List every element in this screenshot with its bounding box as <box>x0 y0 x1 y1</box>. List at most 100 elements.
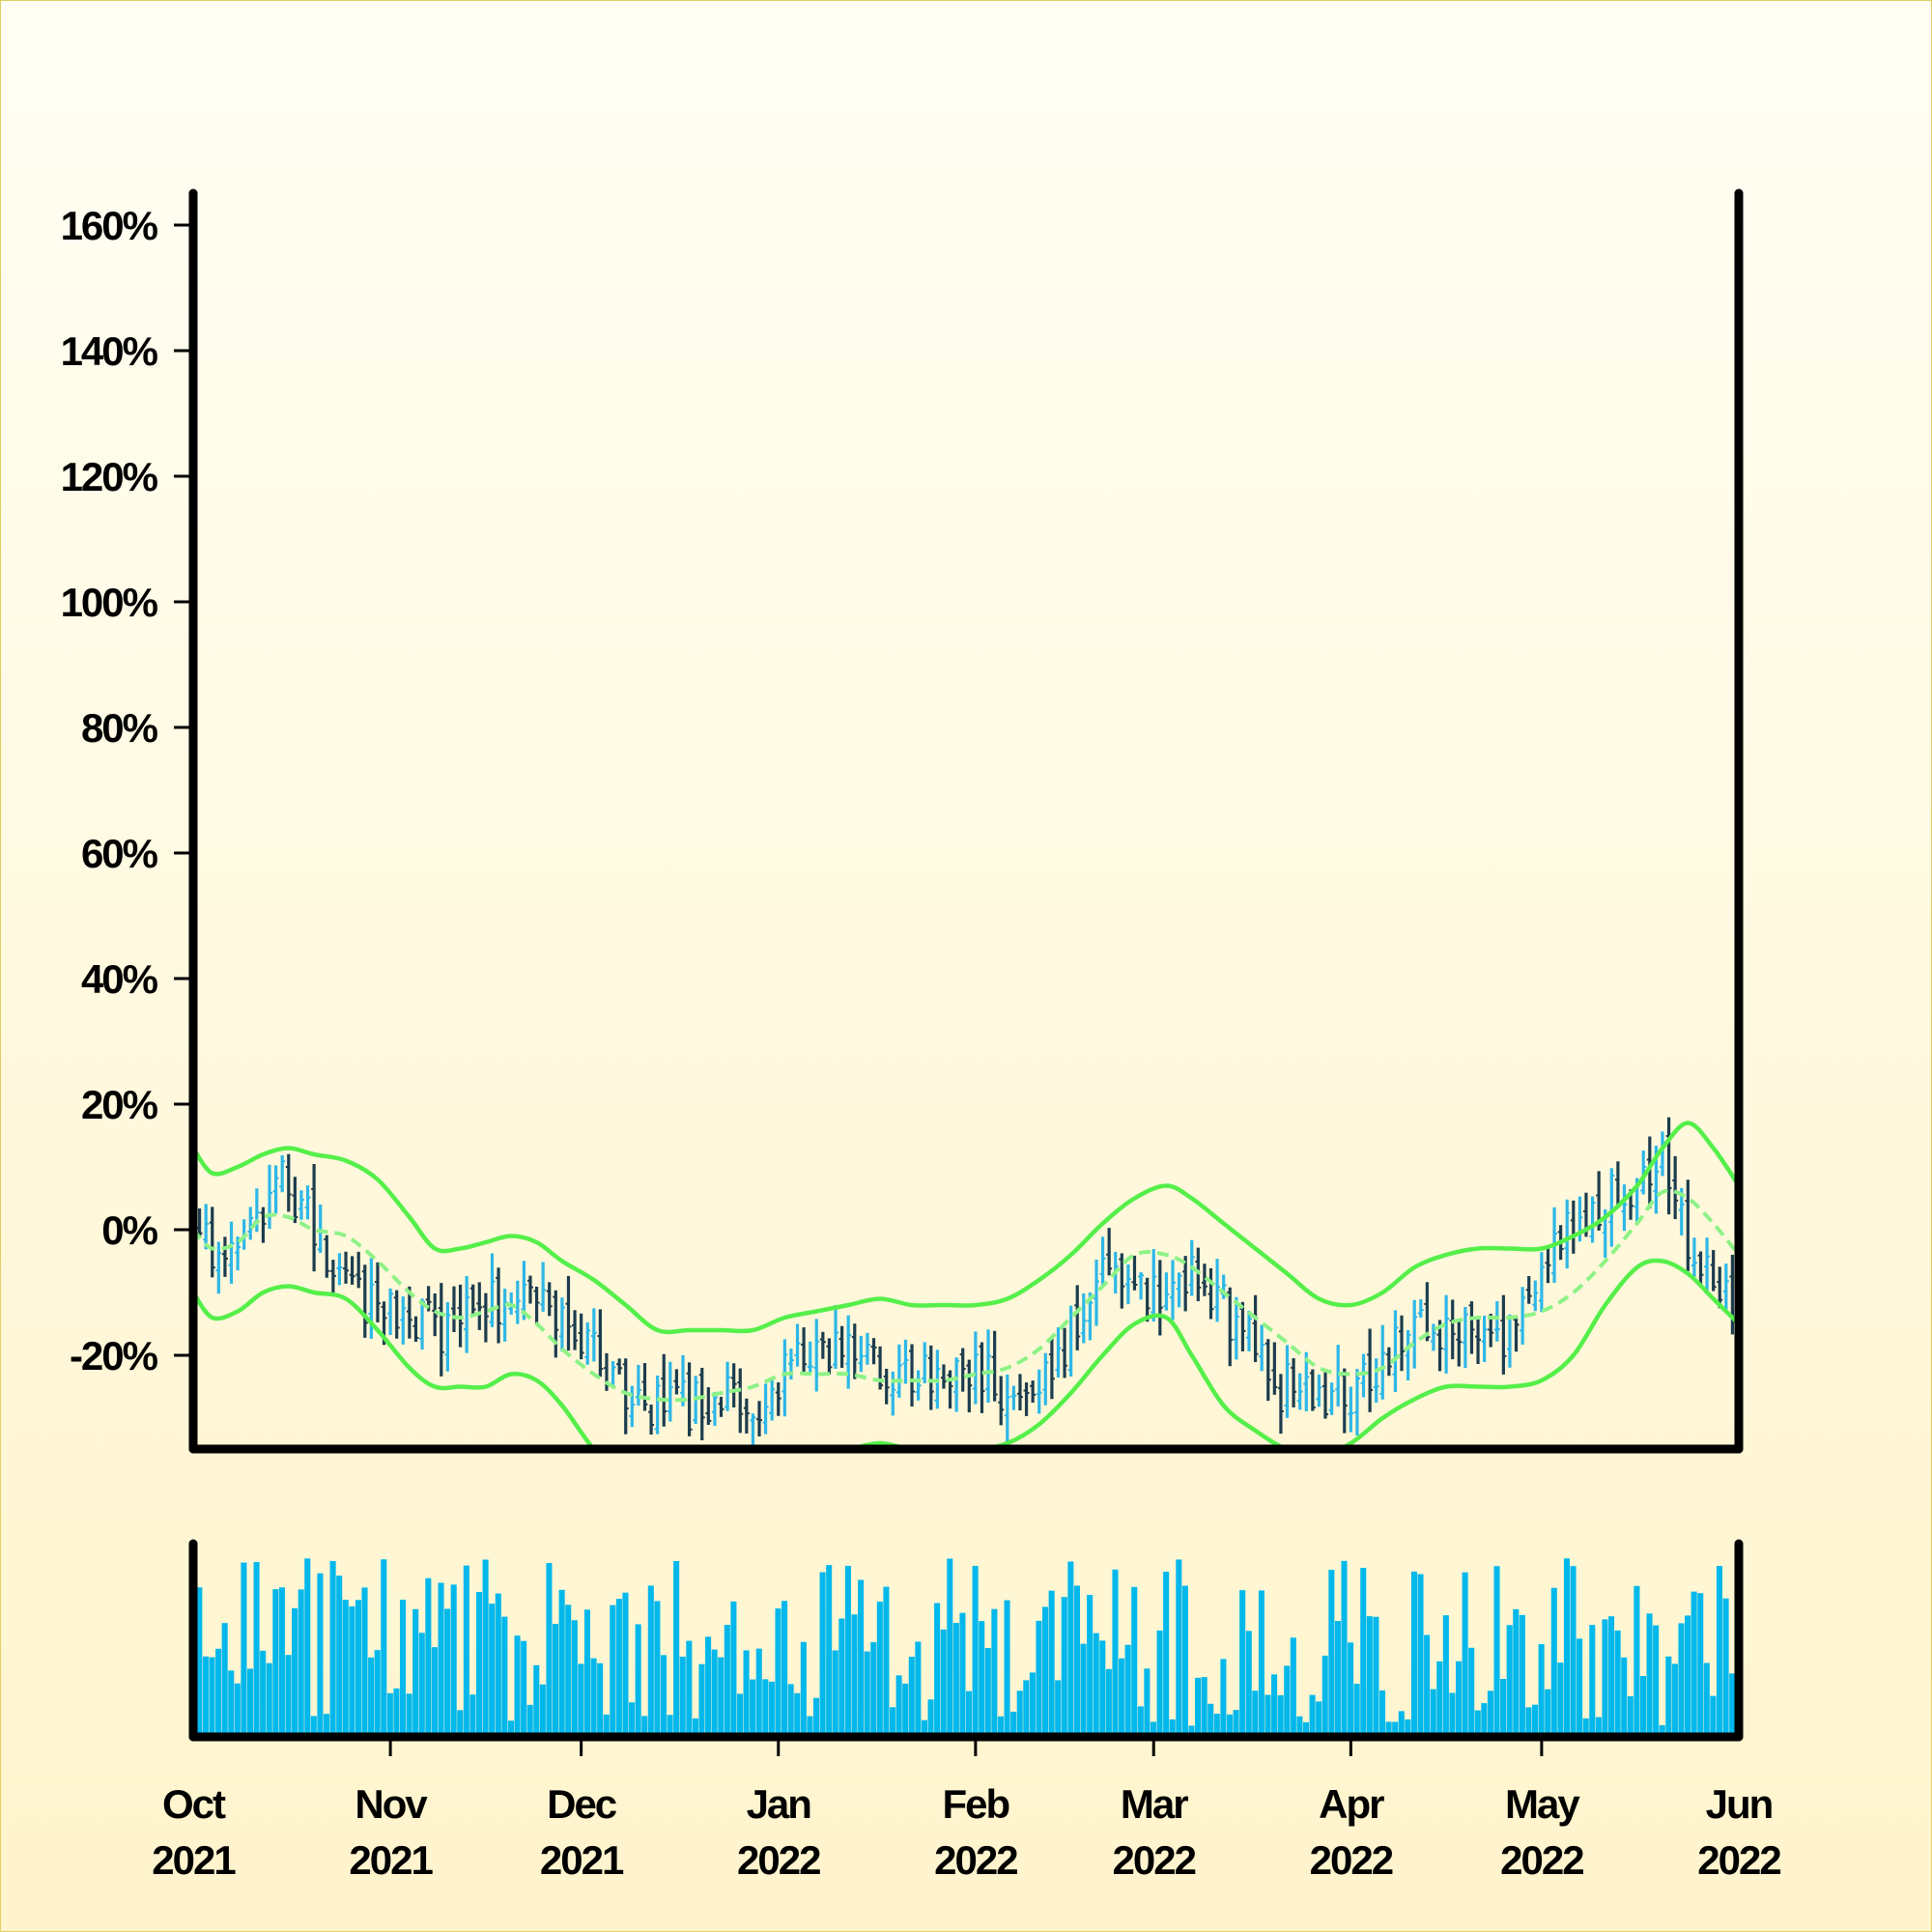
ohlc-bar <box>1564 1199 1571 1269</box>
ohlc-bar <box>279 1154 286 1193</box>
ohlc-bar <box>1717 1266 1723 1309</box>
volume-bar <box>469 1694 476 1735</box>
ohlc-bar <box>272 1165 279 1214</box>
volume-bar <box>1589 1625 1596 1735</box>
volume-bar <box>781 1601 788 1735</box>
ohlc-bar <box>654 1375 661 1435</box>
volume-bar <box>1538 1644 1545 1735</box>
volume-bar <box>1226 1714 1234 1735</box>
ohlc-bar <box>730 1363 737 1407</box>
volume-bar <box>1010 1711 1017 1735</box>
volume-bar <box>526 1704 533 1735</box>
volume-bar <box>425 1577 432 1735</box>
volume-bar <box>1150 1721 1157 1735</box>
volume-bar <box>597 1662 604 1735</box>
volume-bar <box>565 1605 572 1735</box>
ohlc-bar <box>317 1204 324 1253</box>
ohlc-bar <box>972 1331 979 1405</box>
ohlc-bar <box>909 1344 916 1407</box>
volume-bar <box>323 1714 330 1735</box>
ohlc-bar <box>469 1284 476 1315</box>
volume-bar <box>1080 1643 1087 1735</box>
volume-bar <box>603 1714 610 1735</box>
ohlc-bar <box>1348 1386 1354 1433</box>
ohlc-bar <box>940 1364 947 1389</box>
ohlc-bar <box>553 1290 559 1358</box>
ohlc-bar <box>1399 1315 1406 1372</box>
ohlc-bar <box>826 1338 833 1375</box>
volume-bar <box>1176 1559 1182 1735</box>
ohlc-bar <box>985 1329 992 1404</box>
volume-bar <box>1328 1570 1335 1735</box>
ohlc-bar <box>1062 1327 1068 1378</box>
volume-bar <box>959 1612 966 1735</box>
ohlc-bar <box>1532 1280 1539 1312</box>
ohlc-bar <box>285 1153 292 1212</box>
ohlc-bar <box>870 1338 877 1365</box>
ohlc-bar <box>1545 1245 1551 1284</box>
volume-bar <box>1137 1706 1144 1735</box>
volume-bar <box>272 1589 279 1735</box>
x-tick-year: 2021 <box>540 1837 624 1883</box>
volume-bar <box>1519 1614 1525 1735</box>
ohlc-bar <box>1646 1136 1653 1208</box>
y-tick-label: 160% <box>61 203 158 248</box>
volume-bar <box>393 1688 400 1735</box>
volume-bar <box>558 1589 565 1735</box>
ohlc-bar <box>1093 1260 1099 1326</box>
volume-bar <box>444 1608 451 1735</box>
ohlc-bar <box>558 1297 565 1352</box>
volume-bar <box>1506 1625 1513 1735</box>
ohlc-bar <box>877 1346 884 1390</box>
volume-bar <box>1271 1674 1278 1735</box>
volume-bar <box>482 1559 489 1735</box>
volume-bar <box>501 1616 508 1735</box>
ohlc-bar <box>1259 1324 1265 1372</box>
volume-bar <box>1634 1585 1640 1735</box>
volume-bar <box>590 1658 597 1735</box>
ohlc-bar <box>1373 1358 1379 1403</box>
volume-bar <box>635 1624 641 1735</box>
volume-bar <box>310 1716 317 1735</box>
volume-bar <box>1055 1680 1062 1735</box>
ohlc-bar <box>343 1251 350 1284</box>
ohlc-bar <box>1042 1352 1049 1406</box>
ohlc-bar <box>1456 1321 1463 1367</box>
ohlc-bar <box>966 1359 973 1413</box>
volume-bar <box>1703 1662 1710 1735</box>
volume-bar <box>361 1587 368 1735</box>
volume-bar <box>1112 1569 1119 1735</box>
volume-bar <box>1430 1689 1436 1735</box>
volume-bar <box>533 1664 540 1735</box>
ohlc-bar <box>203 1204 210 1250</box>
volume-bar <box>1481 1703 1488 1735</box>
ohlc-bar <box>482 1293 489 1343</box>
volume-bar <box>1105 1668 1112 1735</box>
ohlc-bar <box>1621 1184 1628 1232</box>
volume-bar <box>1621 1657 1628 1735</box>
volume-bar <box>253 1562 260 1735</box>
ohlc-bar <box>260 1207 267 1243</box>
volume-bar <box>1366 1616 1373 1735</box>
ohlc-bar <box>1246 1310 1253 1351</box>
volume-bar <box>711 1649 718 1735</box>
x-tick-month: Jan <box>747 1781 811 1827</box>
ohlc-bar <box>1004 1375 1010 1442</box>
ohlc-bar <box>1156 1260 1163 1336</box>
ohlc-bar <box>1252 1294 1259 1363</box>
volume-bar <box>812 1697 820 1735</box>
ohlc-bar <box>489 1253 496 1327</box>
ohlc-bar <box>584 1321 591 1365</box>
volume-bar <box>844 1565 851 1735</box>
ohlc-bar <box>572 1310 579 1350</box>
volume-bar <box>431 1647 438 1735</box>
volume-bar <box>1577 1638 1583 1735</box>
volume-bar <box>1119 1658 1125 1735</box>
ohlc-bar <box>501 1289 508 1342</box>
volume-bar <box>705 1636 712 1735</box>
volume-bar <box>438 1582 444 1735</box>
volume-bar <box>908 1657 915 1735</box>
ohlc-bar <box>590 1308 597 1362</box>
volume-bar <box>1258 1590 1264 1735</box>
ohlc-bar <box>1665 1117 1672 1215</box>
